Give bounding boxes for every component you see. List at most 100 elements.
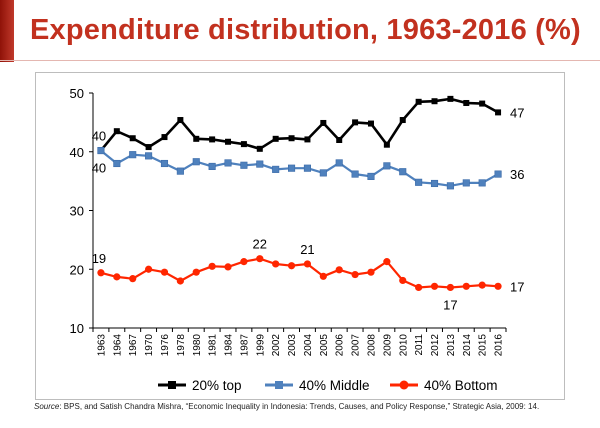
x-tick-label: 2013	[446, 334, 457, 357]
x-tick-label: 2008	[366, 334, 377, 357]
series-3-point	[351, 270, 359, 279]
x-tick-label: 1981	[208, 334, 219, 357]
x-tick-label: 1963	[96, 334, 107, 357]
series-1-point	[145, 144, 152, 151]
source-label: Source	[34, 402, 60, 411]
series-3-point	[129, 275, 137, 283]
data-label: 47	[510, 105, 524, 120]
series-3-point	[240, 258, 248, 266]
x-tick-label: 2007	[351, 334, 362, 357]
source-note: Source: BPS, and Satish Chandra Mishra, …	[34, 402, 574, 412]
series-1-point	[495, 109, 502, 116]
series-2-point	[383, 162, 391, 170]
series-2-point	[399, 168, 407, 176]
x-tick-label: 2011	[414, 334, 425, 356]
data-label: 21	[300, 242, 314, 257]
expenditure-line-chart: 10 20 30 40 50 1963 1964 1967 1970 1976 1978 1980 19…	[70, 86, 525, 393]
series-3-point	[383, 258, 391, 266]
series-2-point	[224, 159, 232, 167]
x-tick-label: 2005	[319, 334, 330, 357]
series-1-point	[352, 119, 359, 126]
series-3-point	[399, 276, 407, 285]
series-2-point	[192, 158, 200, 166]
series-2-point	[160, 159, 169, 168]
y-tick-label: 10	[70, 321, 84, 336]
series-2-point	[272, 165, 280, 173]
data-label: 19	[92, 251, 106, 266]
series-1-point	[415, 98, 422, 105]
series-3-point	[287, 262, 296, 270]
series-2-point	[494, 170, 502, 178]
series-3-point	[303, 260, 312, 268]
series-1-point	[447, 95, 454, 102]
x-tick-label: 1967	[128, 334, 139, 357]
series-3-point	[430, 282, 439, 290]
x-tick-label: 2006	[335, 334, 346, 357]
y-tick-label: 20	[70, 262, 84, 277]
series-2-point	[113, 159, 121, 168]
x-tick-label: 2004	[303, 334, 314, 357]
series-2-point	[446, 182, 454, 190]
series-3-point	[462, 282, 470, 290]
series-1-point	[288, 135, 295, 142]
series-2-point	[415, 178, 423, 186]
series-2-point	[478, 179, 486, 187]
series-1-point	[383, 141, 390, 148]
title-accent-bar	[0, 0, 14, 62]
y-tick-label: 50	[70, 86, 84, 101]
legend-label: 40% Bottom	[424, 378, 498, 393]
y-tick-label: 30	[70, 204, 84, 219]
series-1-point	[113, 128, 120, 135]
x-tick-label: 2002	[271, 334, 282, 357]
x-tick-label: 2003	[287, 334, 298, 357]
x-tick-label: 2009	[382, 334, 393, 357]
series-2-point	[129, 151, 137, 159]
x-tick-label: 2012	[430, 334, 441, 357]
series-2-point	[256, 160, 264, 168]
series-2-point	[97, 147, 105, 155]
series-3-point	[176, 277, 184, 285]
data-label: 40	[92, 129, 106, 144]
series-line-2	[100, 149, 499, 187]
series-2-point	[288, 164, 296, 172]
legend-marker	[168, 381, 176, 389]
series-3-point	[144, 265, 153, 273]
series-1-point	[193, 135, 200, 142]
series-3-point	[478, 281, 486, 289]
data-label: 17	[510, 279, 524, 294]
x-tick-label: 2016	[494, 334, 505, 357]
series-1-point	[209, 136, 216, 143]
series-2-point	[145, 152, 153, 160]
series-2-point	[176, 167, 184, 175]
slide-title: Expenditure distribution, 1963-2016 (%)	[30, 14, 581, 46]
chart-frame: 10 20 30 40 50 1963 1964 1967 1970 1976 1978 1980 19…	[35, 72, 565, 400]
series-3-point	[335, 266, 343, 274]
x-tick-label: 2014	[462, 334, 473, 357]
series-3-point	[256, 255, 264, 263]
series-2-point	[319, 169, 327, 177]
series-1-point	[367, 120, 374, 127]
series-1-point	[399, 117, 406, 124]
x-tick-label: 1987	[239, 334, 250, 357]
series-2-point	[351, 170, 359, 178]
series-1-point	[225, 138, 232, 145]
series-line-1	[99, 97, 499, 152]
legend-label: 40% Middle	[299, 378, 370, 393]
series-3-point	[272, 260, 280, 268]
series-3-point	[494, 282, 502, 290]
series-1-point	[177, 117, 184, 124]
x-tick-label: 1980	[192, 334, 203, 357]
series-1-point	[479, 100, 486, 107]
series-1-point	[161, 134, 168, 141]
series-3-point	[367, 268, 375, 276]
series-1-point	[129, 135, 136, 142]
x-tick-label: 2015	[478, 334, 489, 357]
series-3-point	[208, 262, 216, 270]
series-2-point	[208, 162, 216, 170]
legend-marker	[399, 380, 409, 390]
series-2-point	[240, 161, 248, 169]
x-tick-label: 1970	[144, 334, 155, 357]
series-2-point	[303, 164, 311, 172]
series-1-point	[431, 98, 438, 105]
series-2-point	[367, 172, 375, 180]
